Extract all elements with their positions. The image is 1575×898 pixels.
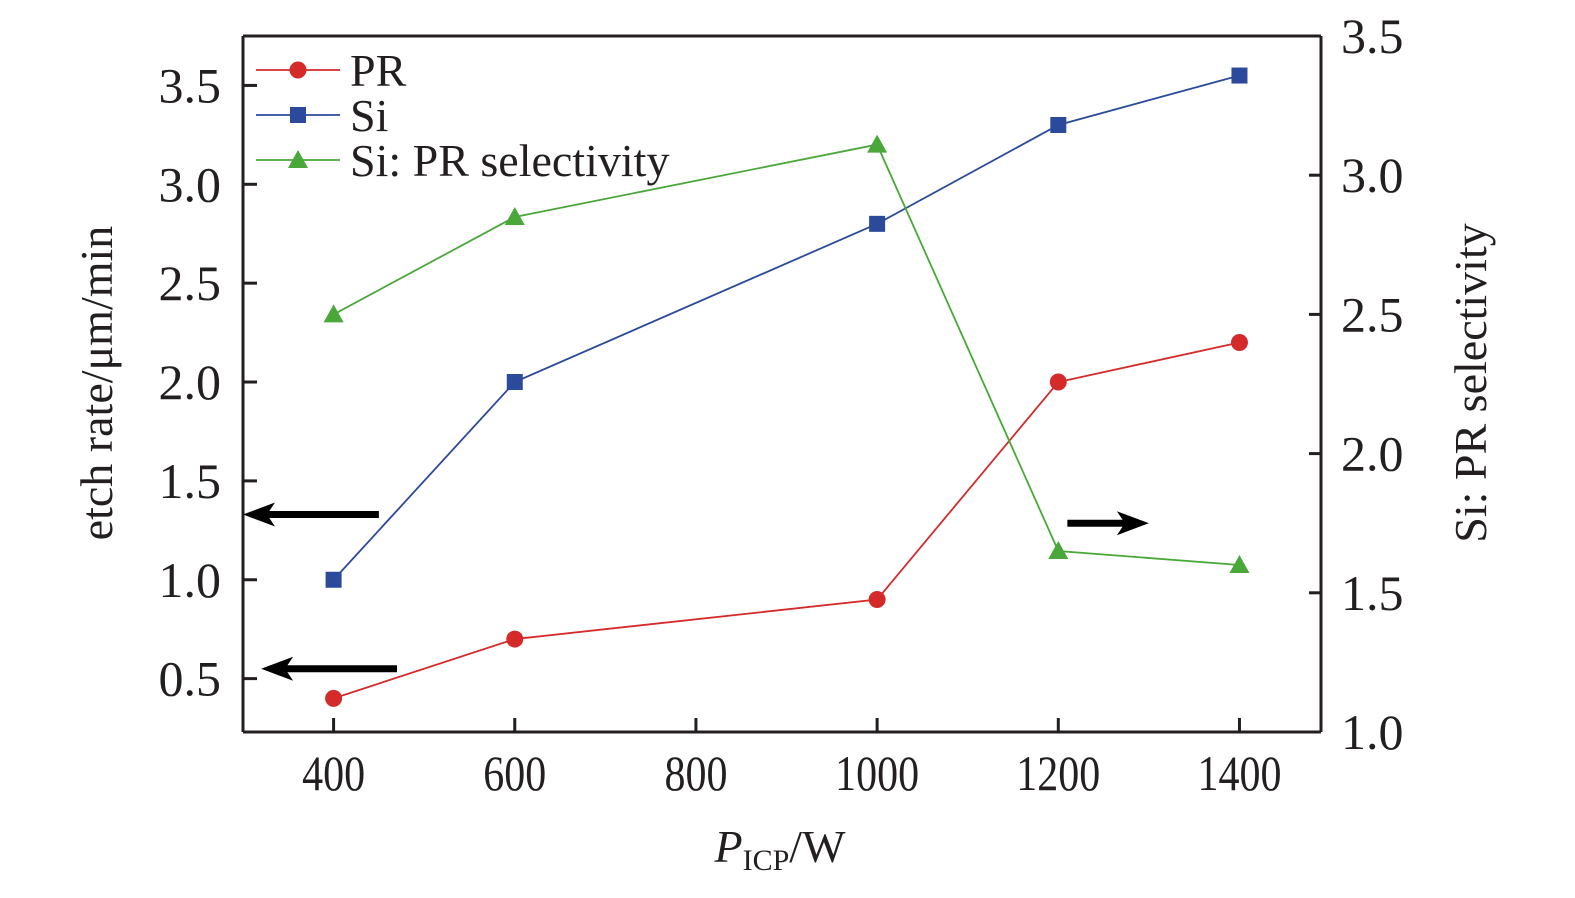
x-tick-label: 800: [664, 745, 727, 801]
left-tick-label: 1.0: [159, 552, 222, 608]
data-point-si: [1050, 116, 1067, 133]
legend-label: Si: [350, 90, 388, 141]
data-point-pr: [1049, 373, 1067, 391]
left-tick-label: 0.5: [159, 651, 222, 707]
data-point-pr: [506, 630, 524, 648]
series-layer: [323, 67, 1250, 707]
left-tick-label: 2.5: [159, 255, 222, 311]
right-tick-label: 3.5: [1341, 8, 1404, 64]
left-tick-label: 3.0: [159, 156, 222, 212]
data-point-si-pr-selectivity: [504, 206, 525, 225]
arrow-left: [243, 502, 379, 527]
data-point-si: [1231, 67, 1248, 84]
x-tick-label: 600: [483, 745, 546, 801]
data-point-si-pr-selectivity: [1229, 554, 1250, 573]
legend-marker-circle-icon: [289, 61, 307, 79]
right-tick-label: 2.5: [1341, 286, 1404, 342]
data-point-si-pr-selectivity: [1048, 541, 1069, 560]
series-si: [325, 67, 1248, 588]
arrows-layer: [243, 502, 1149, 681]
series-pr: [325, 333, 1248, 707]
legend-label: PR: [350, 45, 407, 96]
data-point-si: [506, 374, 523, 391]
plot-frame: [241, 34, 1323, 734]
x-tick-label: 1400: [1197, 745, 1281, 801]
x-axis-title: PICP/W: [714, 821, 847, 877]
left-axis-title: etch rate/μm/min: [71, 226, 122, 541]
right-tick-label: 2.0: [1341, 426, 1404, 482]
series-line-si-pr-selectivity: [333, 143, 1240, 566]
arrow-left: [261, 656, 397, 681]
legend-item-si-pr-selectivity: Si: PR selectivity: [256, 135, 669, 186]
data-point-pr: [1230, 333, 1248, 351]
left-axis-ticks: 0.5 1.0 1.5 2.0 2.5 3.0 3.5: [159, 57, 257, 707]
x-tick-label: 1200: [1016, 745, 1100, 801]
x-axis-ticks: 400 600 800 1000 1200 1400: [302, 718, 1281, 801]
right-tick-label: 1.5: [1341, 565, 1404, 621]
x-axis-title-main: P: [714, 821, 743, 872]
arrow-left-head-icon: [261, 656, 294, 681]
data-point-pr: [325, 689, 343, 707]
legend-marker-triangle-icon: [288, 150, 308, 168]
data-point-si-pr-selectivity: [323, 304, 344, 323]
arrow-right-head-icon: [1116, 511, 1149, 536]
data-point-si: [869, 215, 886, 232]
data-point-si-pr-selectivity: [867, 134, 888, 153]
arrow-left-head-icon: [243, 502, 275, 527]
legend-marker-square-icon: [290, 107, 306, 123]
x-tick-label: 1000: [835, 745, 919, 801]
right-axis-title: Si: PR selectivity: [1445, 223, 1496, 542]
left-tick-label: 2.0: [159, 354, 222, 410]
x-axis-title-sub: ICP: [743, 844, 790, 877]
right-tick-label: 3.0: [1341, 147, 1404, 203]
right-axis-ticks: 1.0 1.5 2.0 2.5 3.0 3.5: [1309, 8, 1404, 760]
right-tick-label: 1.0: [1341, 704, 1404, 760]
left-tick-label: 3.5: [159, 57, 222, 113]
legend-item-si: Si: [256, 90, 388, 141]
series-si-pr-selectivity: [323, 134, 1250, 573]
x-axis-title-unit: /W: [789, 821, 846, 872]
left-tick-label: 1.5: [159, 453, 222, 509]
legend-item-pr: PR: [256, 45, 407, 96]
x-tick-label: 400: [302, 745, 365, 801]
data-point-si: [325, 571, 342, 588]
data-point-pr: [868, 591, 886, 609]
legend-label: Si: PR selectivity: [350, 135, 669, 186]
arrow-right: [1067, 511, 1149, 536]
